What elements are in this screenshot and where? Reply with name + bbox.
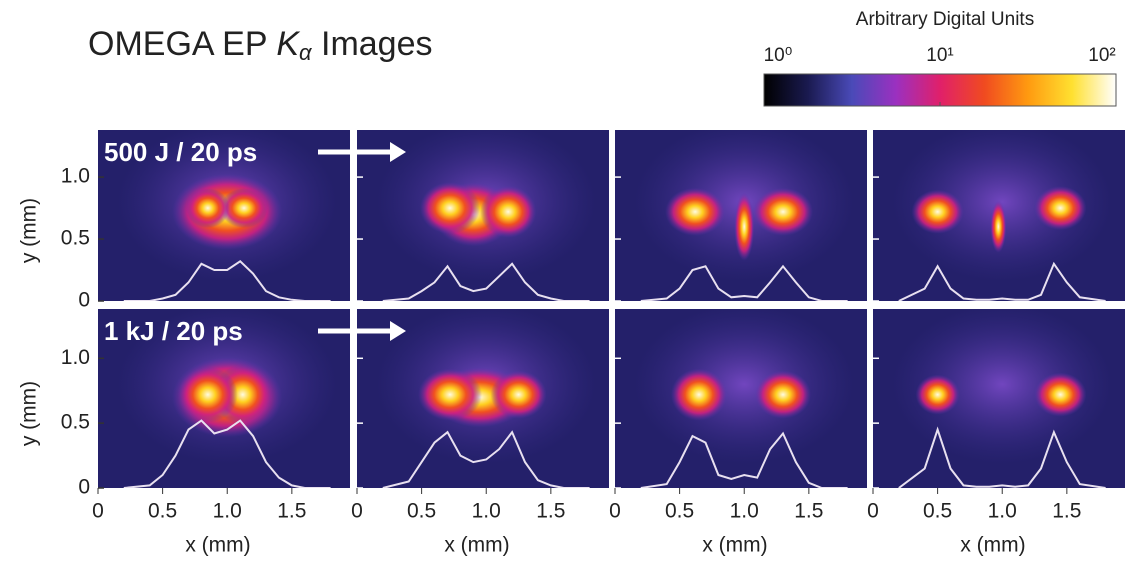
panel <box>615 130 867 301</box>
row-label: 1 kJ / 20 ps <box>104 316 243 346</box>
haze <box>634 309 855 465</box>
x-tick-label: 1.5 <box>277 500 306 523</box>
x-tick-label: 1.5 <box>794 500 823 523</box>
x-tick-label: 0.5 <box>665 500 694 523</box>
emission-spot <box>480 185 537 238</box>
emission-spot <box>418 368 483 421</box>
title-part: Images <box>312 25 433 63</box>
emission-spot <box>755 370 811 419</box>
x-axis-label: x (mm) <box>444 534 509 557</box>
lineout <box>123 260 331 301</box>
panel <box>357 309 609 488</box>
panel <box>615 309 867 488</box>
lineout <box>640 431 848 488</box>
lineout <box>123 419 331 488</box>
lineout <box>382 262 590 301</box>
x-tick-label: 1.0 <box>213 500 242 523</box>
emission-spot <box>1034 372 1087 417</box>
x-tick-label: 0.5 <box>148 500 177 523</box>
emission-spot <box>1034 186 1087 231</box>
y-tick-label: 0 <box>78 289 90 312</box>
emission-spot <box>420 182 481 235</box>
colorbar-tick-label: 10¹ <box>926 45 953 66</box>
colorbar-tick-label: 10² <box>1088 45 1115 66</box>
lineout <box>382 430 590 488</box>
arrow-head <box>390 321 406 341</box>
x-tick-label: 0.5 <box>407 500 436 523</box>
haze <box>892 309 1113 465</box>
panel <box>98 309 350 488</box>
x-tick-label: 1.5 <box>1052 500 1081 523</box>
panel <box>873 309 1125 488</box>
emission-spot <box>911 189 964 234</box>
panel <box>357 130 609 301</box>
y-axis-label: y (mm) <box>18 381 41 446</box>
emission-spot <box>220 188 269 229</box>
emission-spot <box>734 192 755 261</box>
emission-spot <box>665 187 726 236</box>
arrow-head <box>390 142 406 162</box>
x-tick-label: 0.5 <box>923 500 952 523</box>
emission-spot <box>185 188 230 229</box>
emission-spot <box>915 374 960 415</box>
emission-spot <box>671 368 727 421</box>
x-tick-label: 1.0 <box>730 500 759 523</box>
x-tick-label: 0 <box>609 500 621 523</box>
x-tick-label: 1.5 <box>536 500 565 523</box>
y-tick-label: 1.0 <box>61 346 90 369</box>
colorbar <box>763 73 1117 107</box>
emission-spot <box>753 187 813 236</box>
x-axis-label: x (mm) <box>185 534 250 557</box>
colorbar-tick-label: 10⁰ <box>764 45 793 66</box>
x-axis-label: x (mm) <box>702 534 767 557</box>
panel <box>98 130 350 301</box>
x-tick-label: 1.0 <box>472 500 501 523</box>
x-tick-label: 0 <box>92 500 104 523</box>
x-tick-label: 0 <box>867 500 879 523</box>
lineout <box>898 261 1106 301</box>
y-axis-label: y (mm) <box>18 198 41 263</box>
emission-spot <box>490 370 547 419</box>
x-tick-label: 1.0 <box>988 500 1017 523</box>
y-tick-label: 0 <box>78 476 90 499</box>
colorbar-label: Arbitrary Digital Units <box>856 9 1034 30</box>
panel <box>873 130 1125 301</box>
row-label: 500 J / 20 ps <box>104 137 257 167</box>
y-tick-label: 0.5 <box>61 411 90 434</box>
lineout <box>640 264 848 301</box>
y-tick-label: 0.5 <box>61 227 90 250</box>
lineout <box>898 426 1106 488</box>
emission-spot <box>990 200 1007 253</box>
title-subscript: α <box>299 40 313 65</box>
title-part: OMEGA EP <box>88 25 276 63</box>
emission-spot <box>177 366 238 423</box>
figure-title: OMEGA EP Kα Images <box>88 25 433 65</box>
x-axis-label: x (mm) <box>960 534 1025 557</box>
title-symbol: K <box>276 25 300 63</box>
x-tick-label: 0 <box>351 500 363 523</box>
y-tick-label: 1.0 <box>61 165 90 188</box>
